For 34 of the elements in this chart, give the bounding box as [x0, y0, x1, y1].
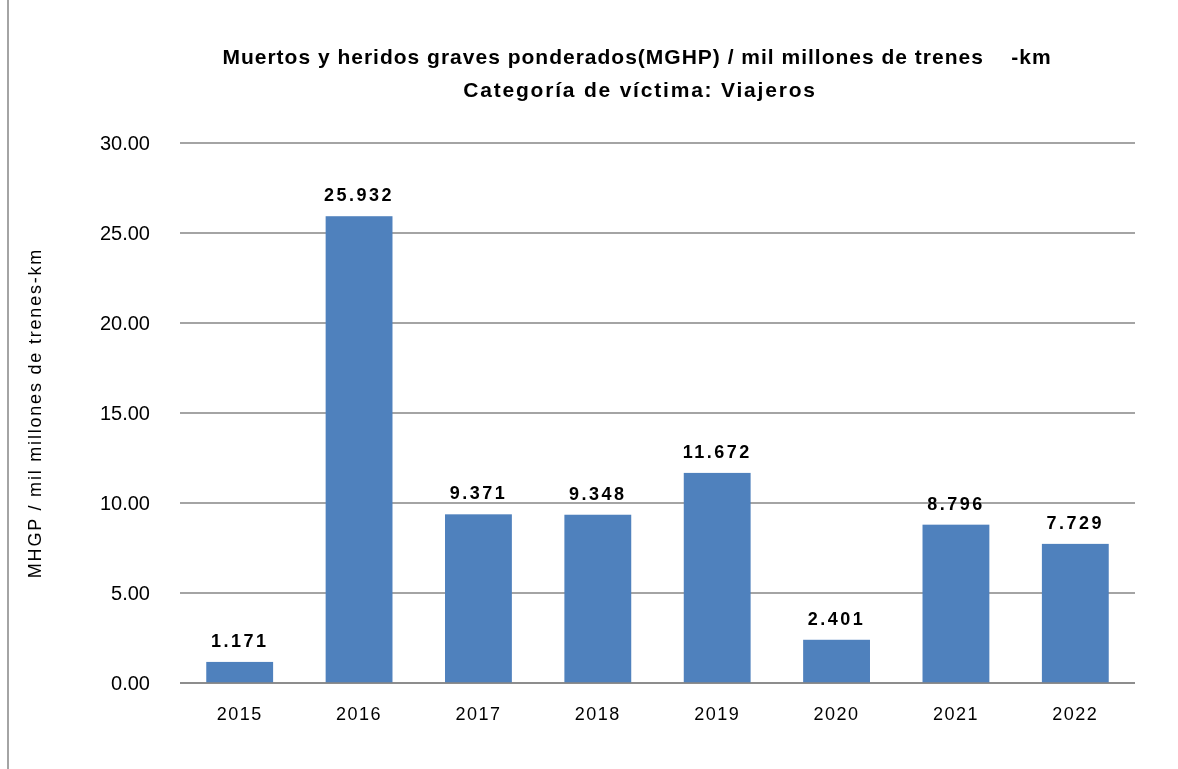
x-tick-label: 2016 [336, 704, 383, 724]
data-label: 11.672 [682, 441, 752, 462]
chart-title: Muertos y heridos graves ponderados(MGHP) / mil millones de trenes -km [222, 45, 1052, 68]
data-label: 1.171 [210, 630, 269, 651]
bar [564, 514, 632, 683]
data-label: 8.796 [927, 493, 985, 514]
y-tick-label: 10.00 [99, 492, 150, 514]
data-label: 2.401 [807, 608, 866, 629]
y-axis-title: MHGP / mil millones de trenes-km [25, 247, 45, 579]
bar [803, 639, 870, 683]
y-tick-label: 15.00 [99, 402, 150, 424]
data-label: 9.371 [449, 483, 508, 504]
x-tick-label: 2020 [813, 704, 860, 724]
x-tick-label: 2015 [216, 704, 263, 724]
bar [445, 514, 512, 683]
data-label: 9.348 [569, 483, 627, 504]
chart-subtitle: Categoría de víctima: Viajeros [463, 78, 817, 101]
data-label: 7.729 [1046, 512, 1105, 533]
x-tick-label: 2019 [694, 704, 741, 724]
x-tick-label: 2018 [574, 704, 621, 724]
x-tick-label: 2017 [455, 704, 502, 724]
bar [1041, 543, 1109, 683]
bar [922, 524, 990, 683]
bar [206, 661, 274, 683]
data-label: 25.932 [324, 185, 395, 206]
bar [325, 216, 393, 683]
y-tick-label: 5.00 [111, 582, 150, 604]
y-tick-label: 30.00 [99, 132, 150, 154]
x-tick-label: 2022 [1052, 704, 1099, 724]
y-tick-label: 25.00 [99, 222, 150, 244]
y-tick-label: 20.00 [99, 312, 150, 334]
x-tick-label: 2021 [932, 704, 979, 724]
bar [683, 472, 751, 683]
y-tick-label: 0.00 [111, 672, 150, 694]
